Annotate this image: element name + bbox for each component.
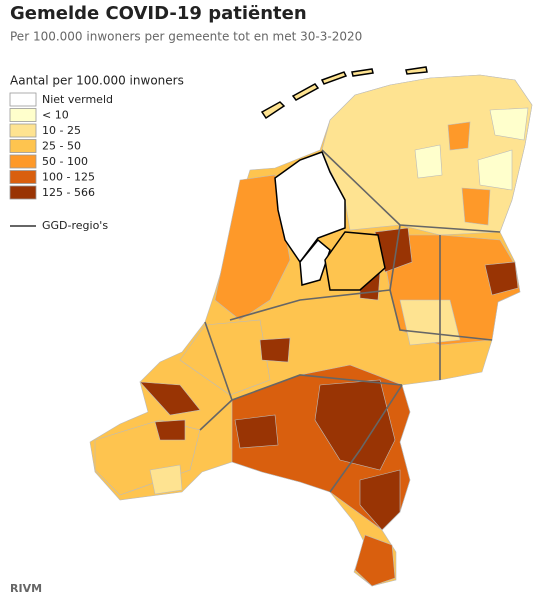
municipality — [259, 337, 291, 363]
municipality — [354, 534, 396, 587]
municipality — [179, 319, 271, 396]
island — [260, 101, 286, 120]
map — [89, 66, 533, 587]
municipality — [477, 149, 513, 191]
municipality — [461, 187, 491, 226]
legend-label: Niet vermeld — [42, 93, 113, 106]
legend-label: 25 - 50 — [42, 140, 81, 153]
municipality — [234, 414, 279, 449]
municipality — [359, 469, 401, 531]
municipality — [414, 144, 443, 179]
source: RIVM — [10, 582, 42, 595]
legend-label: < 10 — [42, 109, 69, 122]
legend-swatch — [9, 92, 37, 107]
legend-label: 10 - 25 — [42, 124, 81, 137]
west-region — [214, 174, 291, 321]
legend-label: 100 - 125 — [42, 171, 95, 184]
island — [405, 66, 428, 75]
legend-swatch — [9, 185, 37, 200]
ggd-legend-label: GGD-regio's — [42, 219, 108, 232]
municipality — [154, 419, 186, 441]
municipality — [314, 379, 396, 471]
subtitle: Per 100.000 inwoners per gemeente tot en… — [10, 30, 362, 44]
legend-swatch — [9, 139, 37, 153]
legend-swatch — [9, 170, 37, 184]
flevoland — [324, 231, 386, 291]
legend-swatch — [9, 154, 37, 169]
municipality — [447, 121, 471, 151]
municipality — [149, 464, 183, 495]
municipality — [399, 299, 461, 346]
lake — [274, 151, 346, 264]
ggd-boundary — [199, 149, 501, 493]
title: Gemelde COVID-19 patiënten — [10, 3, 307, 24]
lake — [299, 238, 331, 286]
legend-label: 50 - 100 — [42, 155, 88, 168]
island — [351, 68, 374, 77]
municipality — [484, 261, 519, 296]
municipality — [489, 107, 529, 141]
municipality — [139, 381, 201, 416]
legend-label: 125 - 566 — [42, 186, 95, 199]
island — [291, 83, 320, 101]
legend-title: Aantal per 100.000 inwoners — [10, 74, 184, 88]
legend-swatch — [9, 108, 37, 122]
legend: Niet vermeld < 10 10 - 25 25 - 50 50 - 100 10… — [9, 92, 113, 200]
legend-swatch — [9, 123, 37, 138]
island — [320, 71, 348, 85]
